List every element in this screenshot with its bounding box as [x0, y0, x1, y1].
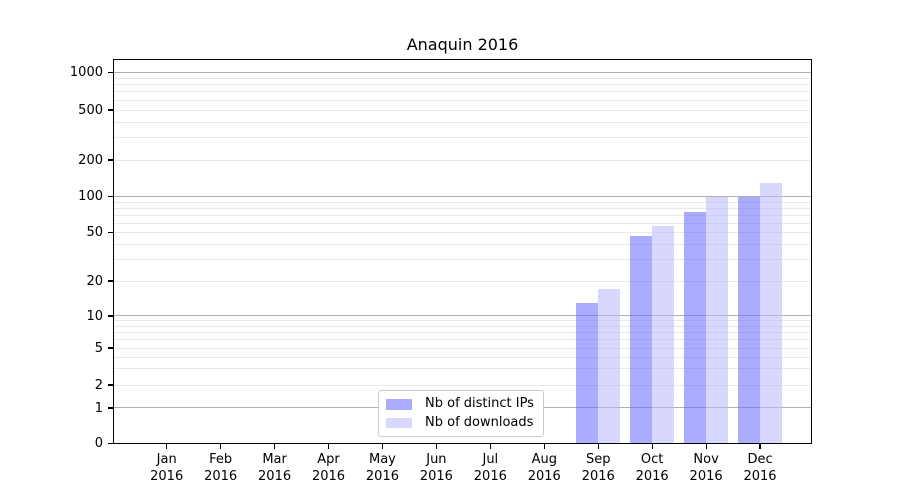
y-gridline-minor: [113, 77, 812, 79]
y-gridline-minor: [113, 356, 812, 358]
y-gridline-major: [113, 315, 812, 317]
y-tick-label: 20: [86, 273, 103, 289]
y-tick-mark: [108, 71, 113, 73]
y-tick-label: 1000: [69, 64, 103, 80]
y-gridline-minor: [113, 159, 812, 161]
y-tick-label: 50: [86, 225, 103, 241]
y-gridline-minor: [113, 368, 812, 370]
chart-title: Anaquin 2016: [406, 35, 519, 54]
x-tick-mark: [327, 443, 330, 449]
legend-swatch-distinct-ips: [386, 399, 412, 410]
y-gridline-minor: [113, 339, 812, 341]
y-gridline-minor: [113, 91, 812, 93]
x-tick-mark: [166, 443, 168, 449]
y-gridline-minor: [113, 347, 812, 349]
x-tick-mark: [759, 443, 761, 449]
y-tick-mark: [108, 196, 113, 198]
bar-distinct-ips: [630, 235, 653, 444]
y-gridline-minor: [113, 207, 812, 209]
y-gridline-minor: [113, 384, 812, 386]
y-gridline-minor: [113, 320, 812, 322]
x-tick-mark: [381, 443, 384, 449]
y-tick-label: 1: [94, 400, 103, 416]
y-gridline-minor: [113, 259, 812, 261]
y-tick-label: 2: [94, 377, 103, 393]
x-tick-mark: [435, 443, 437, 449]
y-gridline-minor: [113, 331, 812, 333]
y-tick-mark: [108, 109, 113, 111]
x-tick-label: Oct 2016: [635, 452, 669, 484]
y-tick-mark: [108, 384, 113, 386]
bar-downloads: [706, 196, 729, 444]
y-gridline-minor: [113, 83, 812, 85]
legend-swatch-downloads: [386, 417, 412, 428]
legend-item-downloads: Nb of downloads: [386, 414, 536, 433]
x-tick-label: Nov 2016: [689, 452, 723, 484]
x-tick-mark: [543, 443, 545, 449]
legend-label-distinct-ips: Nb of distinct IPs: [425, 396, 534, 412]
x-tick-mark: [220, 443, 222, 449]
y-tick-label: 500: [78, 102, 103, 118]
y-gridline-minor: [113, 121, 812, 123]
y-gridline-major: [113, 196, 812, 198]
y-gridline-minor: [113, 232, 812, 234]
y-tick-mark: [108, 315, 113, 317]
y-tick-mark: [108, 347, 113, 349]
x-tick-label: Jan 2016: [150, 452, 184, 484]
y-tick-mark: [108, 442, 113, 445]
y-gridline-minor: [113, 280, 812, 282]
x-tick-mark: [273, 443, 276, 449]
y-gridline-minor: [113, 243, 812, 245]
bar-distinct-ips: [684, 211, 707, 444]
y-tick-label: 0: [94, 436, 103, 451]
x-tick-label: Apr 2016: [311, 452, 346, 484]
bar-downloads: [760, 182, 783, 444]
y-tick-label: 100: [78, 189, 103, 205]
legend-label-downloads: Nb of downloads: [425, 414, 534, 430]
y-gridline-minor: [113, 214, 812, 216]
x-tick-mark: [489, 443, 491, 449]
y-tick-mark: [108, 232, 113, 234]
legend: Nb of distinct IPs Nb of downloads: [378, 390, 544, 437]
y-tick-mark: [108, 407, 113, 409]
x-tick-mark: [651, 443, 653, 449]
x-tick-label: Feb 2016: [204, 452, 238, 484]
x-tick-label: Sep 2016: [581, 452, 615, 484]
y-gridline-minor: [113, 109, 812, 111]
x-tick-label: Jul 2016: [473, 452, 507, 484]
y-tick-mark: [108, 280, 113, 282]
x-tick-label: Mar 2016: [258, 452, 292, 484]
legend-item-distinct-ips: Nb of distinct IPs: [386, 395, 536, 414]
y-gridline-major: [113, 71, 812, 73]
y-tick-label: 200: [78, 152, 103, 168]
x-tick-mark: [597, 443, 599, 449]
y-tick-mark: [108, 159, 113, 161]
x-tick-label: Jun 2016: [419, 452, 453, 484]
y-gridline-minor: [113, 201, 812, 203]
y-gridline-minor: [113, 325, 812, 327]
y-gridline-minor: [113, 99, 812, 101]
y-gridline-minor: [113, 222, 812, 224]
x-tick-label: May 2016: [365, 452, 399, 484]
y-tick-label: 10: [86, 308, 103, 324]
x-tick-label: Dec 2016: [743, 452, 777, 484]
bar-downloads: [652, 225, 675, 444]
x-tick-mark: [705, 443, 707, 449]
bar-downloads: [598, 289, 621, 444]
bar-distinct-ips: [576, 302, 599, 444]
y-gridline-minor: [113, 137, 812, 139]
x-tick-label: Aug 2016: [527, 452, 561, 484]
y-tick-label: 5: [94, 340, 103, 356]
bar-distinct-ips: [738, 196, 761, 444]
